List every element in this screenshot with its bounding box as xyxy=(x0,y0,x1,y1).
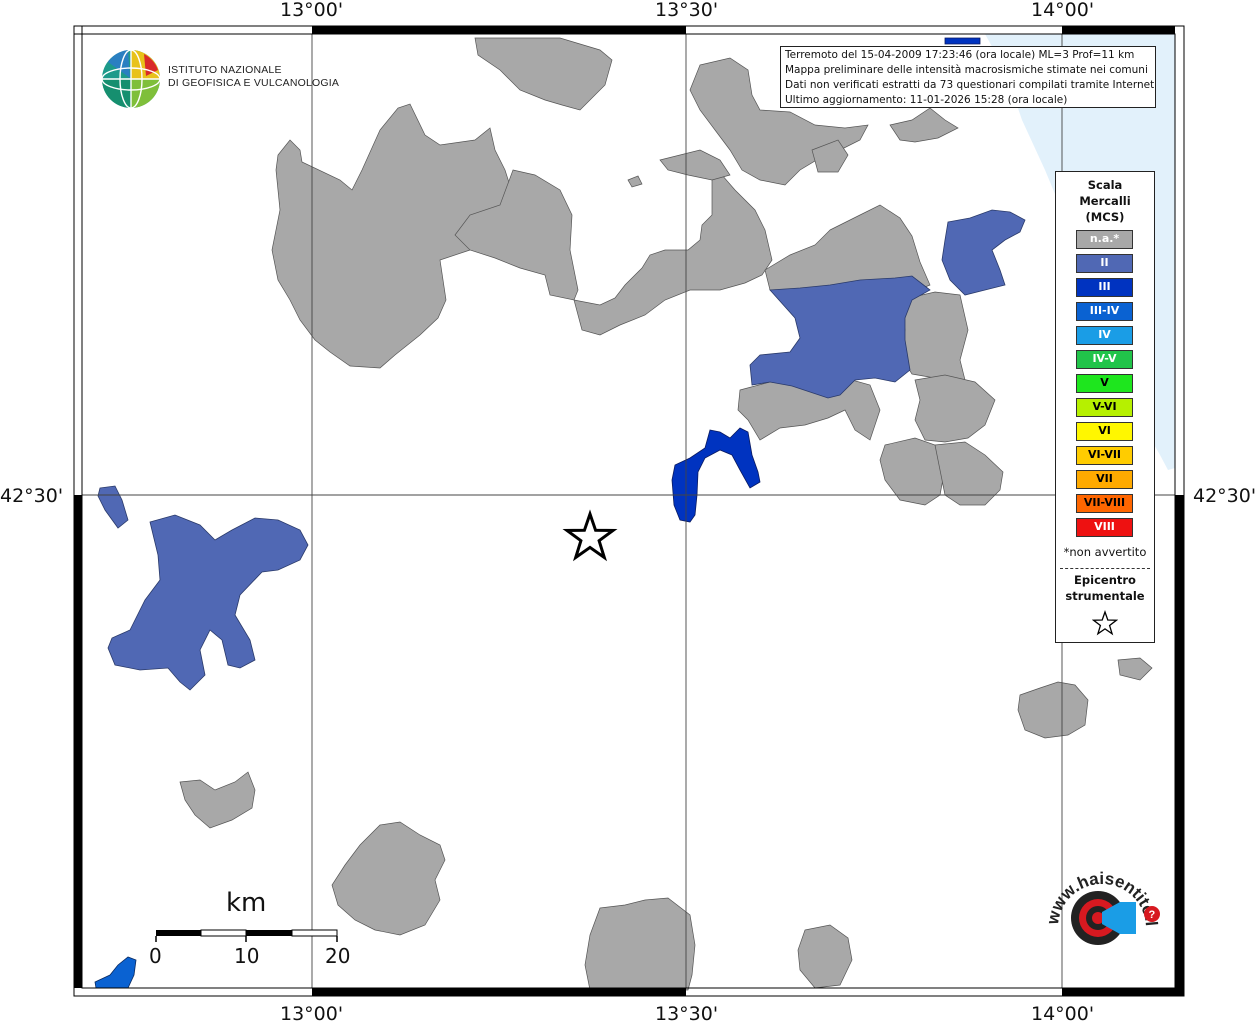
longitude-label: 13°00' xyxy=(280,1003,344,1025)
legend-item: IV-V xyxy=(1076,350,1133,369)
municipality-area xyxy=(659,149,731,181)
municipality-area xyxy=(474,37,613,111)
municipality-area xyxy=(914,374,996,443)
legend-item: VIII xyxy=(1076,518,1133,537)
municipality-area xyxy=(97,485,129,529)
legend-note: *non avvertito xyxy=(1063,545,1147,559)
municipality-area xyxy=(671,427,761,523)
frame-corner xyxy=(73,25,83,35)
not-felt-municipalities xyxy=(179,37,1153,991)
municipality-area xyxy=(1017,681,1089,739)
municipality-area xyxy=(797,924,853,989)
scale-bar-segment xyxy=(200,929,247,937)
scale-bar-segment xyxy=(246,930,292,936)
legend-epicenter-line: strumentale xyxy=(1065,589,1145,603)
frame-corner xyxy=(1175,988,1184,996)
svg-text:?: ? xyxy=(1149,909,1156,921)
legend-item: VII xyxy=(1076,470,1133,489)
latitude-label: 42°30' xyxy=(0,485,64,507)
municipality-area xyxy=(941,209,1026,296)
target-speaker-icon: www.haisentitoilterremoto.it ? xyxy=(1040,866,1161,945)
scale-bar-segment xyxy=(291,929,338,937)
intensity-III-IV-municipalities xyxy=(94,956,137,989)
frame-bar-right xyxy=(1175,495,1184,988)
legend-epicenter-title: Epicentro strumentale xyxy=(1056,572,1154,604)
star-icon xyxy=(1092,610,1118,636)
municipality-area xyxy=(107,514,309,691)
intensity-III-municipalities xyxy=(671,37,981,523)
municipality-area xyxy=(1117,657,1153,681)
legend-title-line: Scala xyxy=(1087,178,1123,192)
legend-item: IV xyxy=(1076,326,1133,345)
latitude-label: 42°30' xyxy=(1193,485,1257,507)
graticule xyxy=(82,34,1175,988)
municipality-area xyxy=(94,956,137,989)
frame-bar-top-right xyxy=(1062,26,1175,34)
institute-name-line: ISTITUTO NAZIONALE xyxy=(168,64,282,76)
legend-item: III xyxy=(1076,278,1133,297)
legend-item: V xyxy=(1076,374,1133,393)
event-info-box: Terremoto del 15-04-2009 17:23:46 (ora l… xyxy=(780,46,1156,108)
longitude-label: 13°30' xyxy=(655,1003,719,1025)
globe-icon xyxy=(101,49,161,109)
municipality-area xyxy=(944,37,981,45)
institute-name: ISTITUTO NAZIONALE DI GEOFISICA E VULCAN… xyxy=(168,64,339,90)
municipality-area xyxy=(454,169,579,301)
scale-bar xyxy=(155,929,338,942)
longitude-label: 14°00' xyxy=(1031,1003,1095,1025)
longitude-label: 13°00' xyxy=(280,0,344,21)
event-info-line: Dati non verificati estratti da 73 quest… xyxy=(785,79,1156,91)
map-frame xyxy=(73,25,1185,997)
scale-tick-label: 20 xyxy=(325,944,351,968)
legend-title: Scala Mercalli (MCS) xyxy=(1056,177,1154,225)
scale-tick-label: 0 xyxy=(149,944,162,968)
scale-bar-segment xyxy=(156,930,201,936)
municipality-area xyxy=(879,437,946,506)
frame-inner xyxy=(81,33,1176,989)
frame-bar-top xyxy=(312,26,686,34)
event-info-line: Ultimo aggiornamento: 11-01-2026 15:28 (… xyxy=(785,94,1068,106)
intensity-legend: Scala Mercalli (MCS) n.a.* II III III-IV IV I… xyxy=(1055,171,1155,643)
legend-title-line: (MCS) xyxy=(1085,210,1125,224)
legend-items: n.a.* II III III-IV IV IV-V V V-VI VI VI-VII VII VI… xyxy=(1076,230,1133,542)
municipality-area xyxy=(934,441,1004,506)
legend-item: VI-VII xyxy=(1076,446,1133,465)
municipality-area xyxy=(573,174,773,336)
municipality-area xyxy=(889,107,959,143)
institute-name-line: DI GEOFISICA E VULCANOLOGIA xyxy=(168,77,340,89)
municipality-area xyxy=(627,175,643,188)
legend-item: VI xyxy=(1076,422,1133,441)
legend-epicenter-line: Epicentro xyxy=(1074,573,1136,587)
scale-unit: km xyxy=(226,888,267,918)
frame-bar-bottom xyxy=(312,988,686,996)
longitude-label: 13°30' xyxy=(655,0,719,21)
legend-title-line: Mercalli xyxy=(1079,194,1131,208)
municipality-area xyxy=(749,275,931,399)
municipality-area xyxy=(811,139,849,173)
legend-item: n.a.* xyxy=(1076,230,1133,249)
longitude-label: 14°00' xyxy=(1031,0,1095,21)
legend-item: III-IV xyxy=(1076,302,1133,321)
municipality-area xyxy=(584,897,696,991)
municipality-area xyxy=(179,771,256,829)
legend-item: II xyxy=(1076,254,1133,273)
legend-item: V-VI xyxy=(1076,398,1133,417)
epicenter-star-icon xyxy=(562,509,618,562)
frame-bar-bottom-right xyxy=(1062,988,1175,996)
frame-outer xyxy=(73,25,1185,997)
municipality-area xyxy=(331,821,446,936)
event-info-line: Mappa preliminare delle intensità macros… xyxy=(785,64,1148,76)
legend-divider xyxy=(1060,568,1150,569)
event-info-line: Terremoto del 15-04-2009 17:23:46 (ora l… xyxy=(785,49,1135,61)
scale-tick-label: 10 xyxy=(234,944,260,968)
intensity-II-municipalities xyxy=(97,209,1026,691)
frame-bar-left xyxy=(74,495,82,988)
legend-item: VII-VIII xyxy=(1076,494,1133,513)
